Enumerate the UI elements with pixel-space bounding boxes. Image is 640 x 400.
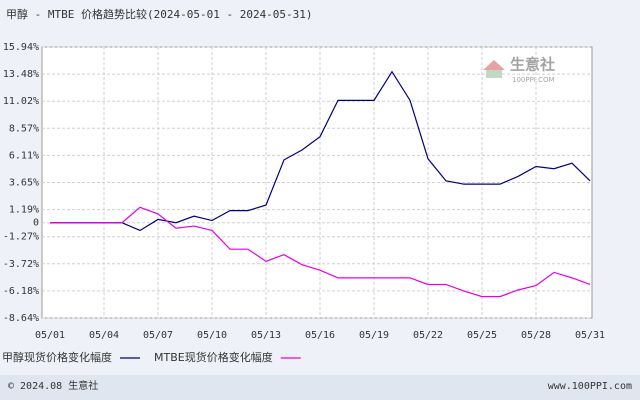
x-tick-label: 05/25 [467,330,497,341]
y-tick-label: 15.94% [3,42,39,53]
x-tick-label: 05/04 [89,330,119,341]
y-tick-label: 0 [33,218,39,229]
footer-band [0,375,640,400]
series-line [50,206,591,298]
x-tick-label: 05/22 [413,330,443,341]
y-tick-label: -3.72% [3,259,39,270]
watermark-url: 100PPI.COM [512,76,555,84]
y-tick-label: 11.02% [3,96,39,107]
watermark-name: 生意社 [510,56,555,74]
chart-title: 甲醇 - MTBE 价格趋势比较(2024-05-01 - 2024-05-31… [6,7,313,21]
y-tick-label: 13.48% [3,69,39,80]
x-tick-label: 05/31 [575,330,605,341]
y-tick-label: -8.64% [3,313,39,324]
x-tick-label: 05/28 [521,330,551,341]
x-tick-label: 05/19 [359,330,389,341]
y-tick-label: -1.27% [3,232,39,243]
x-tick-label: 05/16 [305,330,335,341]
y-tick-label: 6.11% [9,150,39,161]
footer-url: www.100PPI.com [548,381,632,392]
y-tick-label: 1.19% [9,205,39,216]
watermark-logo [483,60,505,70]
x-tick-label: 05/13 [251,330,281,341]
y-tick-label: 3.65% [9,178,39,189]
series-line [50,70,591,232]
y-tick-label: 8.57% [9,123,39,134]
y-tick-label: -6.18% [3,286,39,297]
x-tick-label: 05/10 [197,330,227,341]
footer-copyright: © 2024.08 生意社 [8,379,98,392]
x-tick-label: 05/01 [35,330,65,341]
legend-label: MTBE现货价格变化幅度 [154,350,273,364]
legend-label: 甲醇现货价格变化幅度 [2,350,112,364]
x-tick-label: 05/07 [143,330,173,341]
